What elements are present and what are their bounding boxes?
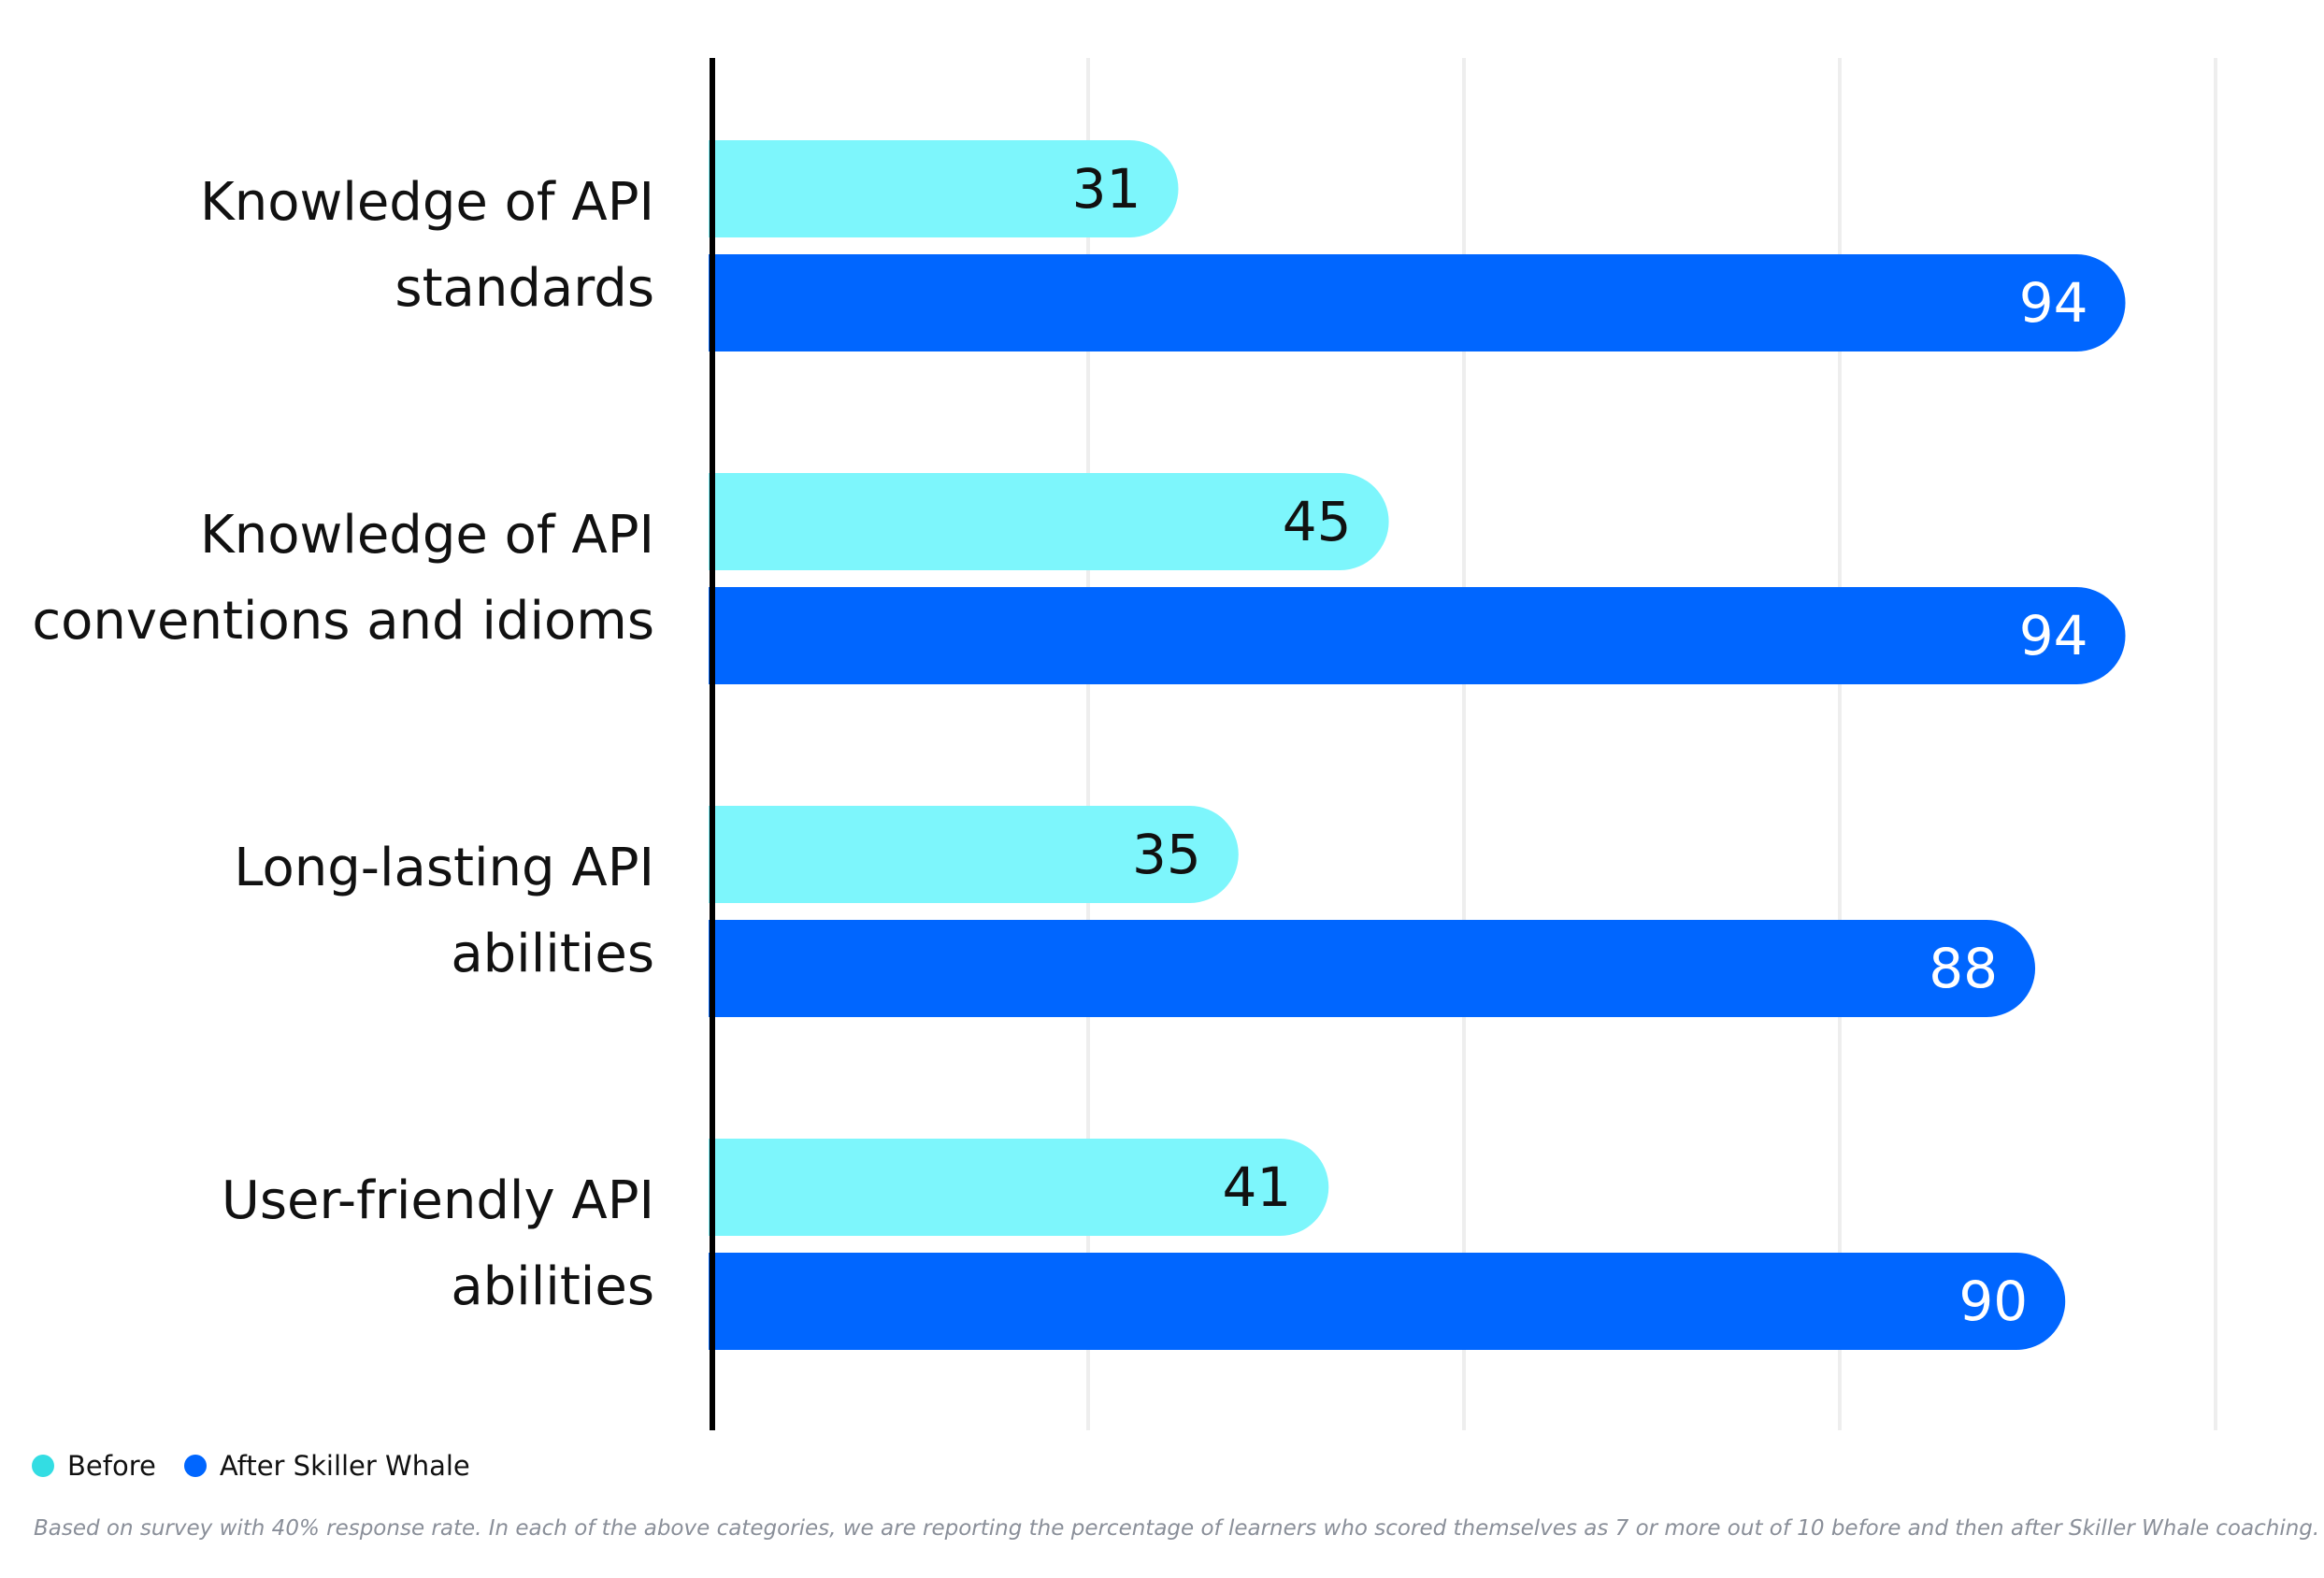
category-label-2-line-0: Long-lasting API: [234, 838, 654, 898]
legend-swatch-after: [183, 1455, 207, 1477]
data-label-after-3: 90: [1958, 1270, 2028, 1333]
data-label-after-2: 88: [1929, 937, 1998, 1000]
legend-item-before: Before: [32, 1450, 156, 1482]
data-label-before-3: 41: [1222, 1155, 1291, 1219]
legend-label-after: After Skiller Whale: [219, 1450, 470, 1482]
legend: Before After Skiller Whale: [32, 1447, 470, 1485]
category-label-3-line-0: User-friendly API: [222, 1170, 654, 1231]
data-label-before-2: 35: [1132, 823, 1201, 886]
legend-label-before: Before: [67, 1450, 156, 1482]
category-label-1-line-1: conventions and idioms: [32, 591, 654, 652]
category-label-3-line-1: abilities: [451, 1256, 654, 1317]
bar-after-1: [709, 587, 2126, 684]
legend-swatch-before: [32, 1455, 54, 1477]
data-label-before-0: 31: [1072, 157, 1141, 221]
bar-after-2: [709, 920, 2036, 1017]
bar-before-1: [709, 473, 1389, 570]
data-label-after-0: 94: [2019, 271, 2088, 335]
bar-before-0: [709, 140, 1179, 237]
data-label-before-1: 45: [1283, 490, 1352, 553]
category-label-0-line-1: standards: [395, 258, 654, 319]
category-label-1-line-0: Knowledge of API: [200, 505, 654, 566]
bar-after-3: [709, 1253, 2066, 1350]
bar-before-2: [709, 806, 1239, 903]
bar-before-3: [709, 1139, 1329, 1236]
footnote: Based on survey with 40% response rate. …: [34, 1516, 2320, 1541]
category-label-2-line-1: abilities: [451, 924, 654, 984]
category-label-0-line-0: Knowledge of API: [200, 172, 654, 233]
data-label-after-1: 94: [2019, 604, 2088, 667]
legend-item-after: After Skiller Whale: [183, 1450, 470, 1482]
bar-after-0: [709, 254, 2126, 351]
